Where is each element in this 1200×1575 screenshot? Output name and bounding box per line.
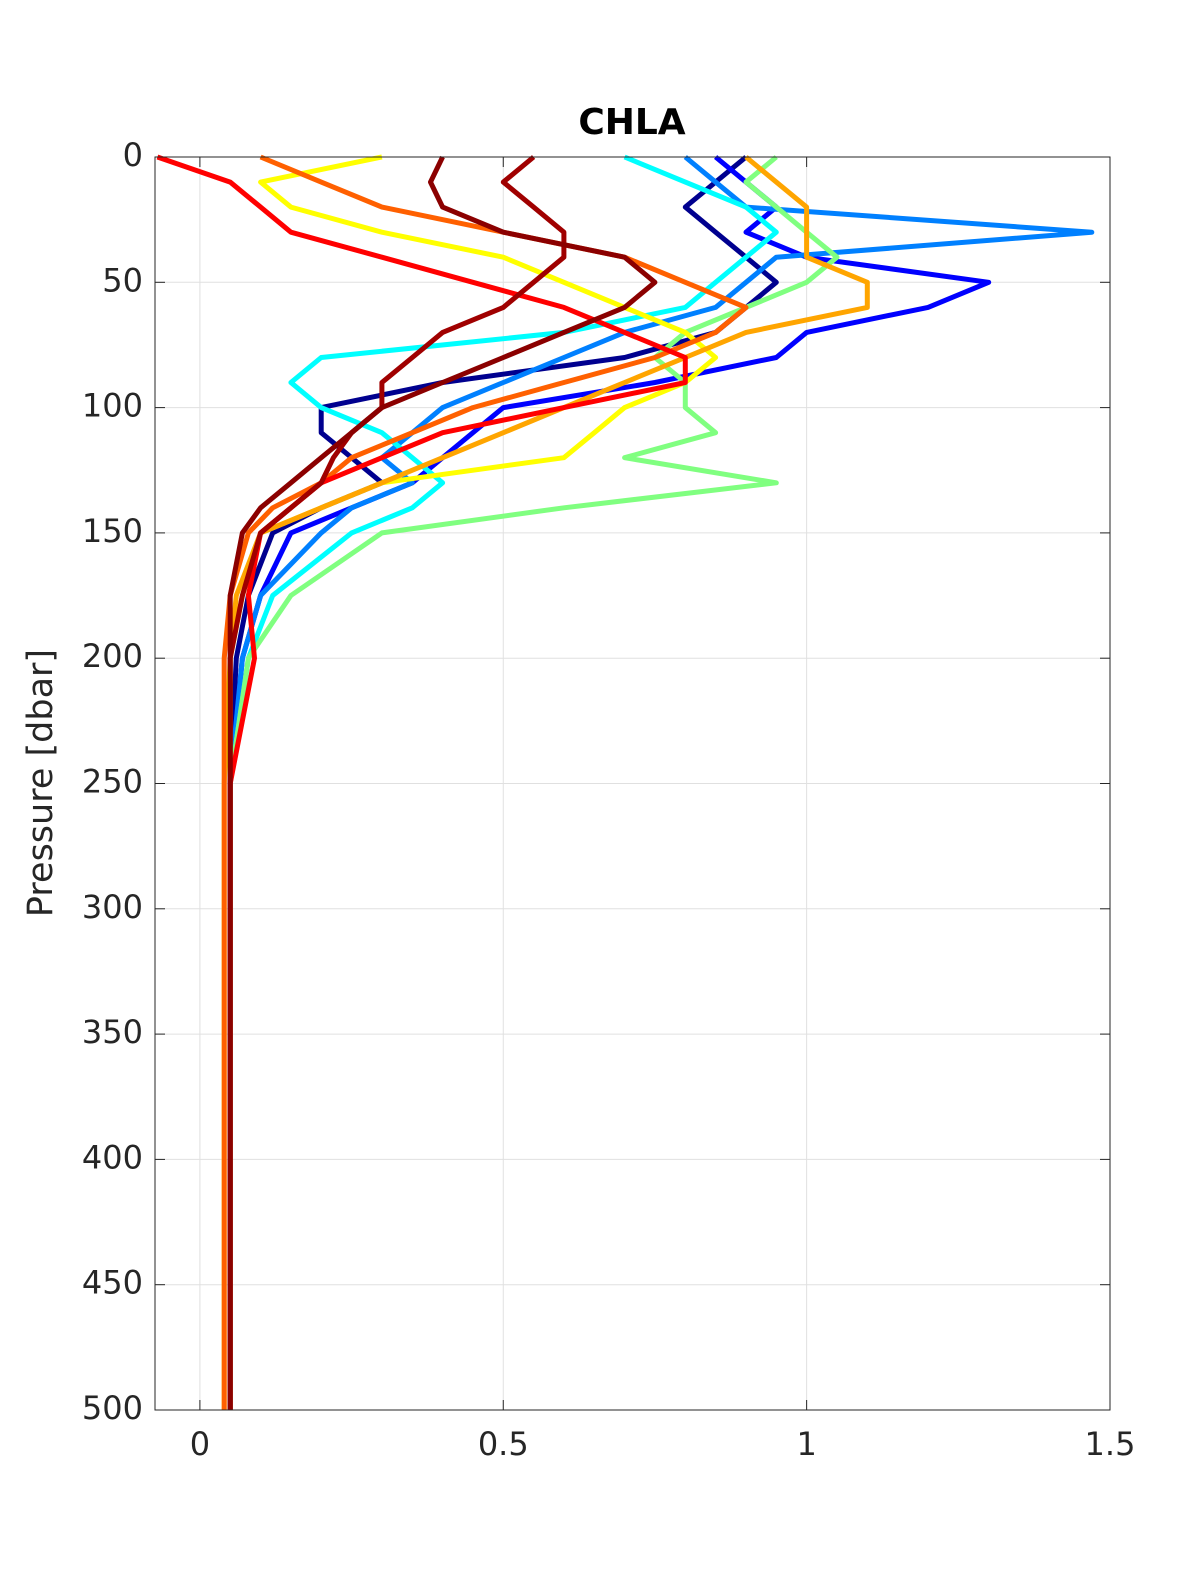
x-tick-label: 0.5: [478, 1425, 529, 1463]
y-tick-label: 100: [82, 387, 143, 425]
profile-line: [227, 155, 658, 1410]
y-tick-label: 500: [82, 1389, 143, 1427]
x-tick-label: 1.5: [1085, 1425, 1136, 1463]
x-tick-label: 0: [190, 1425, 210, 1463]
x-tick-label: 1: [796, 1425, 816, 1463]
y-axis-label: Pressure [dbar]: [21, 649, 61, 917]
y-tick-label: 200: [82, 637, 143, 675]
y-tick-label: 250: [82, 763, 143, 801]
y-tick-label: 0: [123, 136, 143, 174]
y-tick-label: 350: [82, 1013, 143, 1051]
y-tick-label: 300: [82, 888, 143, 926]
y-tick-label: 400: [82, 1138, 143, 1176]
y-tick-label: 50: [102, 261, 143, 299]
axes-box: [154, 156, 1111, 1411]
y-tick-label: 450: [82, 1264, 143, 1302]
chart-title: CHLA: [578, 102, 685, 143]
y-tick-label: 150: [82, 512, 143, 550]
